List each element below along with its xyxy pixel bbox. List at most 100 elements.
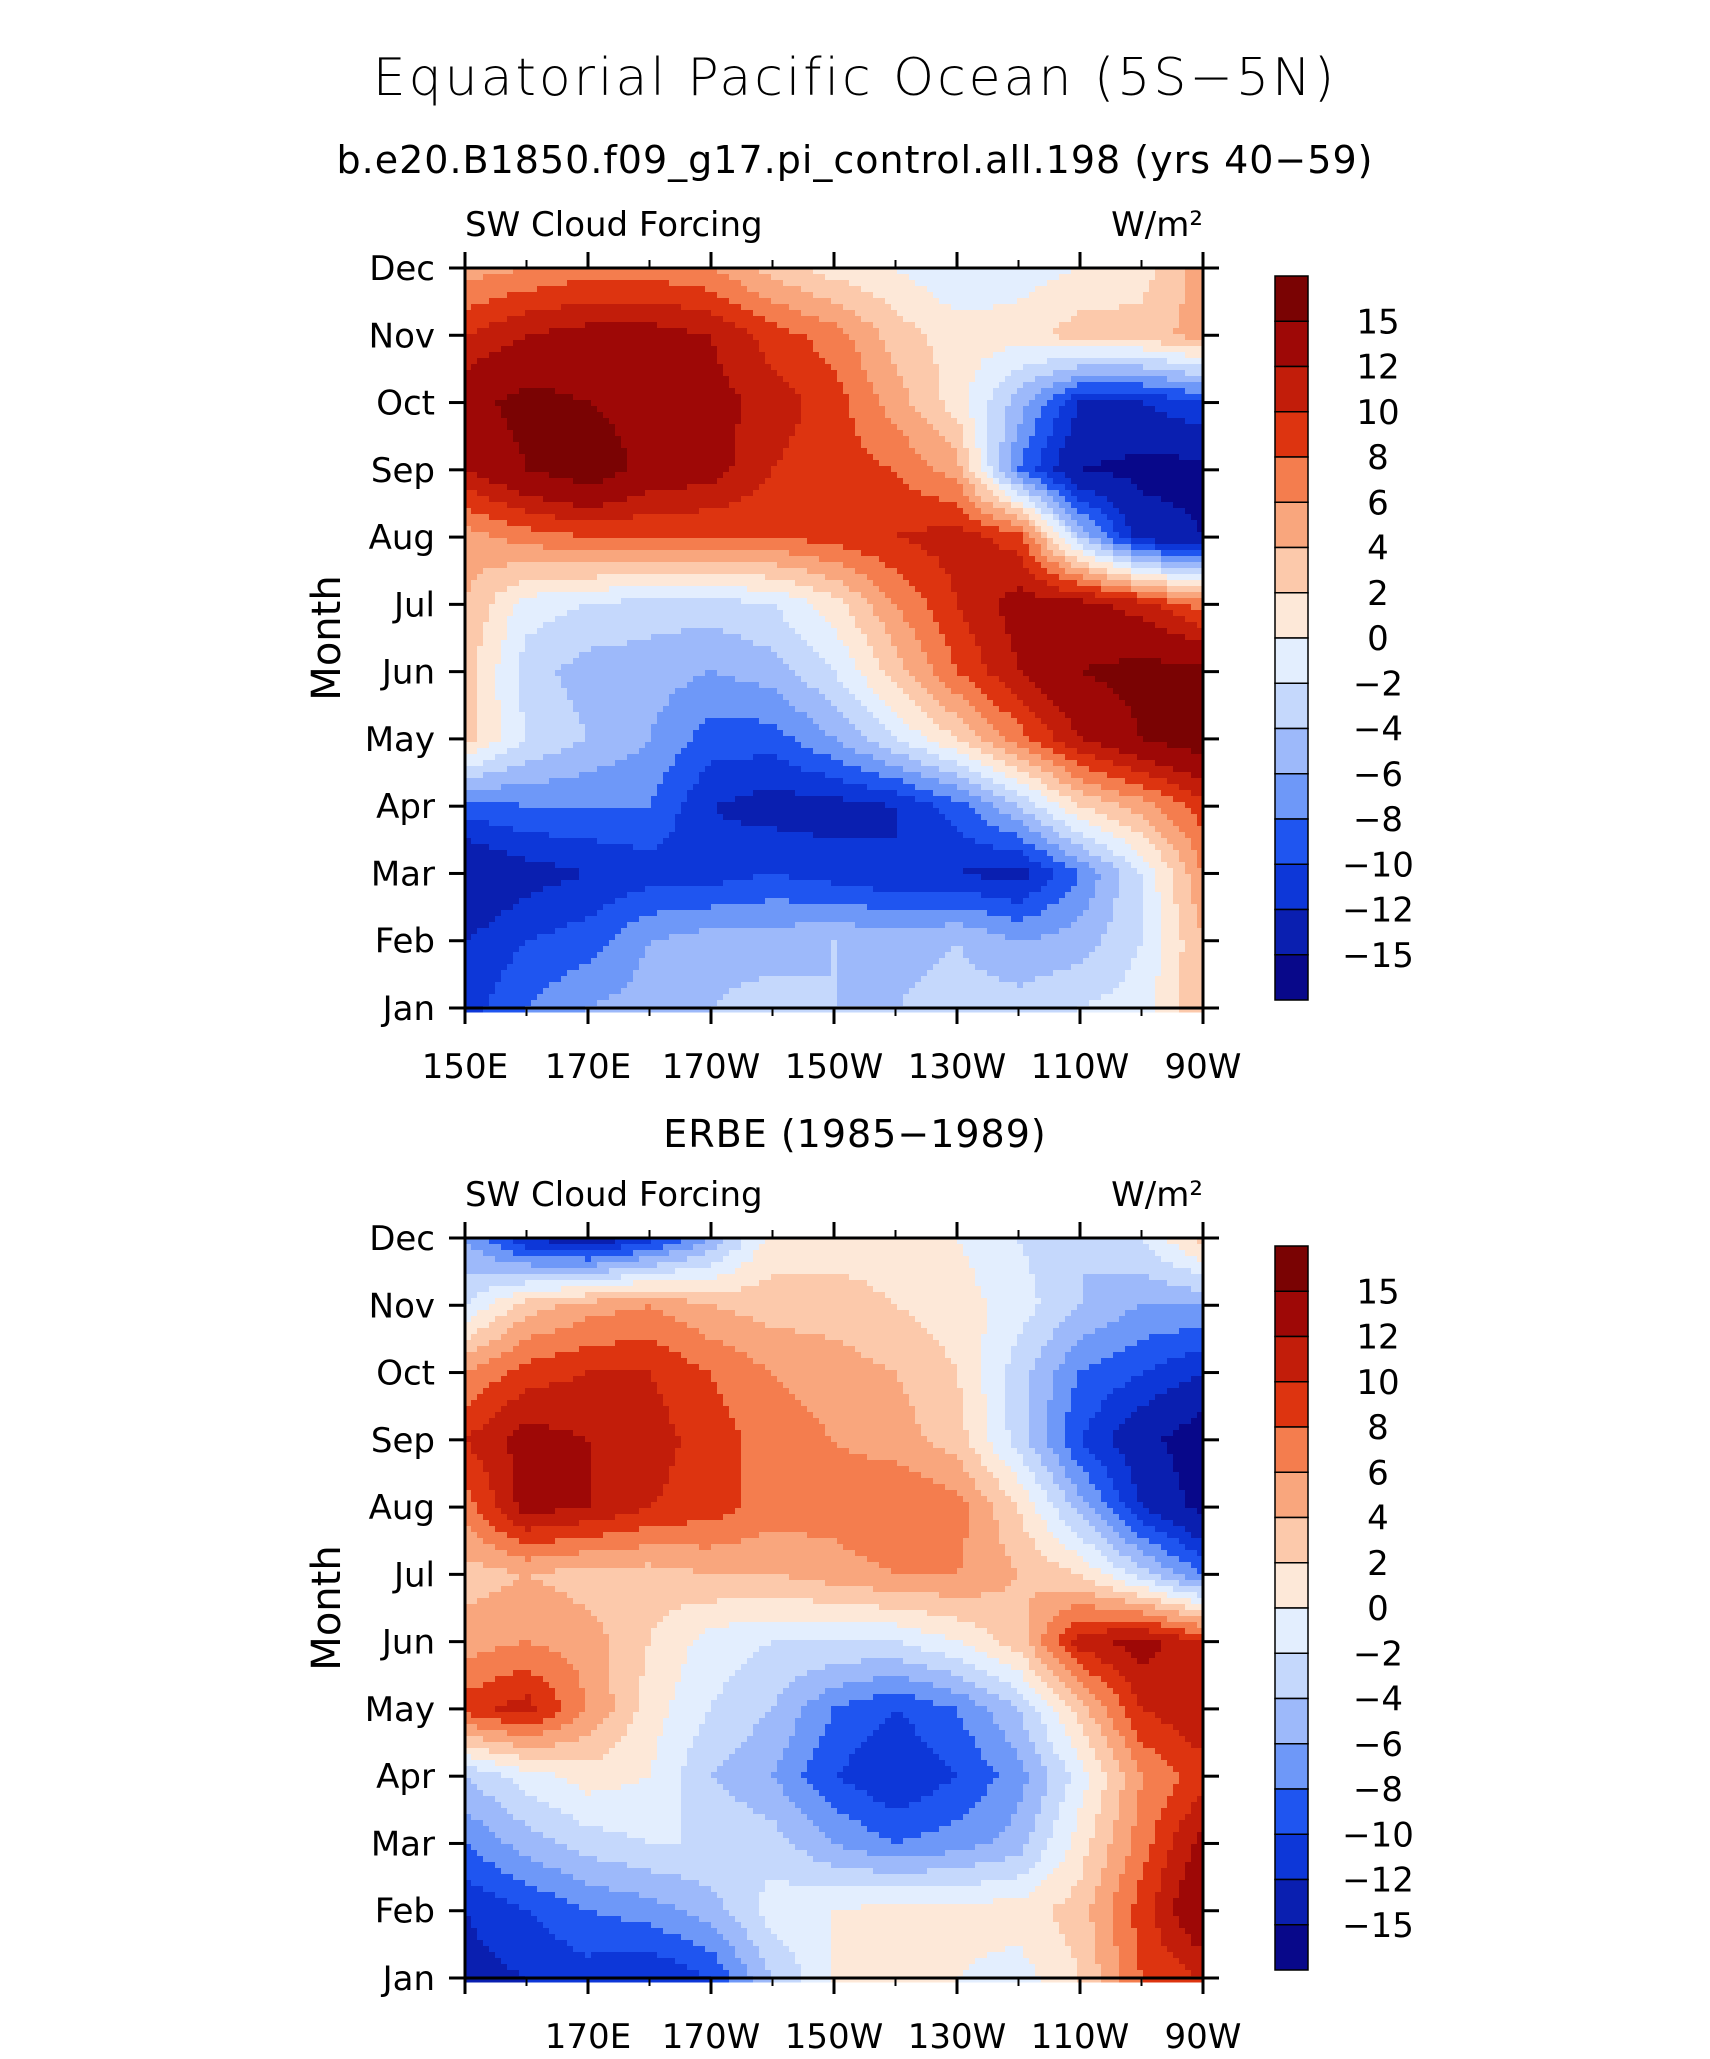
model-contour-cell (993, 352, 1000, 359)
model-contour-cell (1005, 298, 1012, 305)
model-contour-cell (843, 352, 850, 359)
model-contour-cell (921, 274, 928, 281)
model-contour-cell (729, 496, 736, 503)
model-contour-cell (1137, 286, 1144, 293)
model-contour-cell (915, 298, 922, 305)
model-contour-cell (921, 478, 928, 485)
model-contour-cell (819, 376, 826, 383)
model-contour-cell (933, 304, 940, 311)
model-contour-cell (675, 430, 682, 437)
model-contour-cell (981, 388, 988, 395)
model-contour-cell (1101, 310, 1108, 317)
model-contour-cell (621, 406, 628, 413)
model-contour-cell (651, 382, 658, 389)
model-contour-cell (789, 286, 796, 293)
model-contour-cell (1107, 412, 1114, 419)
model-contour-cell (555, 364, 562, 371)
model-contour-cell (615, 490, 622, 497)
model-contour-cell (675, 400, 682, 407)
model-contour-cell (1005, 340, 1012, 347)
model-contour-cell (705, 418, 712, 425)
model-contour-cell (837, 286, 844, 293)
model-contour-cell (765, 496, 772, 503)
model-contour-cell (1119, 292, 1126, 299)
model-contour-cell (495, 274, 502, 281)
model-contour-cell (1041, 484, 1048, 491)
model-contour-cell (837, 466, 844, 473)
model-contour-cell (1059, 418, 1066, 425)
model-contour-cell (867, 472, 874, 479)
model-contour-cell (1173, 472, 1180, 479)
model-contour-cell (1071, 292, 1078, 299)
model-contour-cell (735, 490, 742, 497)
model-contour-cell (471, 454, 478, 461)
model-contour-cell (801, 430, 808, 437)
model-contour-cell (633, 340, 640, 347)
model-contour-cell (531, 502, 538, 509)
model-contour-cell (1125, 496, 1132, 503)
model-contour-cell (843, 466, 850, 473)
model-contour-cell (483, 484, 490, 491)
model-contour-cell (1029, 424, 1036, 431)
model-contour-cell (603, 394, 610, 401)
model-contour-cell (933, 496, 940, 503)
model-contour-cell (1053, 466, 1060, 473)
model-contour-cell (1083, 448, 1090, 455)
model-contour-cell (633, 496, 640, 503)
model-contour-cell (1167, 364, 1174, 371)
model-contour-cell (603, 280, 610, 287)
model-contour-cell (621, 484, 628, 491)
model-contour-cell (507, 382, 514, 389)
model-contour-cell (525, 460, 532, 467)
model-contour-cell (585, 502, 592, 509)
model-contour-cell (1185, 340, 1192, 347)
model-contour-cell (651, 460, 658, 467)
model-contour-cell (477, 406, 484, 413)
model-contour-cell (669, 310, 676, 317)
model-contour-cell (849, 340, 856, 347)
model-contour-cell (1179, 334, 1186, 341)
model-contour-cell (495, 400, 502, 407)
model-contour-cell (741, 370, 748, 377)
model-contour-cell (1131, 286, 1138, 293)
model-contour-cell (783, 352, 790, 359)
model-contour-cell (1089, 460, 1096, 467)
model-contour-cell (1017, 454, 1024, 461)
model-contour-cell (789, 376, 796, 383)
model-contour-cell (579, 508, 586, 515)
model-contour-cell (1173, 304, 1180, 311)
model-contour-cell (1017, 286, 1024, 293)
model-contour-cell (903, 370, 910, 377)
model-contour-cell (591, 352, 598, 359)
model-contour-cell (537, 370, 544, 377)
model-contour-cell (1023, 490, 1030, 497)
model-contour-cell (537, 316, 544, 323)
model-contour-cell (651, 274, 658, 281)
model-contour-cell (495, 394, 502, 401)
model-contour-cell (471, 472, 478, 479)
model-contour-cell (483, 496, 490, 503)
model-contour-cell (927, 394, 934, 401)
model-contour-cell (1095, 466, 1102, 473)
model-contour-cell (735, 496, 742, 503)
model-contour-cell (483, 442, 490, 449)
model-contour-cell (723, 436, 730, 443)
model-contour-cell (693, 424, 700, 431)
model-contour-cell (597, 478, 604, 485)
model-contour-cell (567, 316, 574, 323)
model-contour-cell (471, 352, 478, 359)
model-contour-cell (867, 448, 874, 455)
model-contour-cell (1095, 442, 1102, 449)
model-contour-cell (657, 370, 664, 377)
model-contour-cell (837, 316, 844, 323)
model-contour-cell (1161, 322, 1168, 329)
model-contour-cell (1149, 328, 1156, 335)
model-contour-cell (573, 496, 580, 503)
model-contour-cell (693, 436, 700, 443)
model-contour-cell (501, 502, 508, 509)
model-contour-cell (471, 442, 478, 449)
model-contour-cell (579, 274, 586, 281)
model-contour-cell (483, 322, 490, 329)
model-contour-cell (963, 364, 970, 371)
model-contour-cell (993, 424, 1000, 431)
